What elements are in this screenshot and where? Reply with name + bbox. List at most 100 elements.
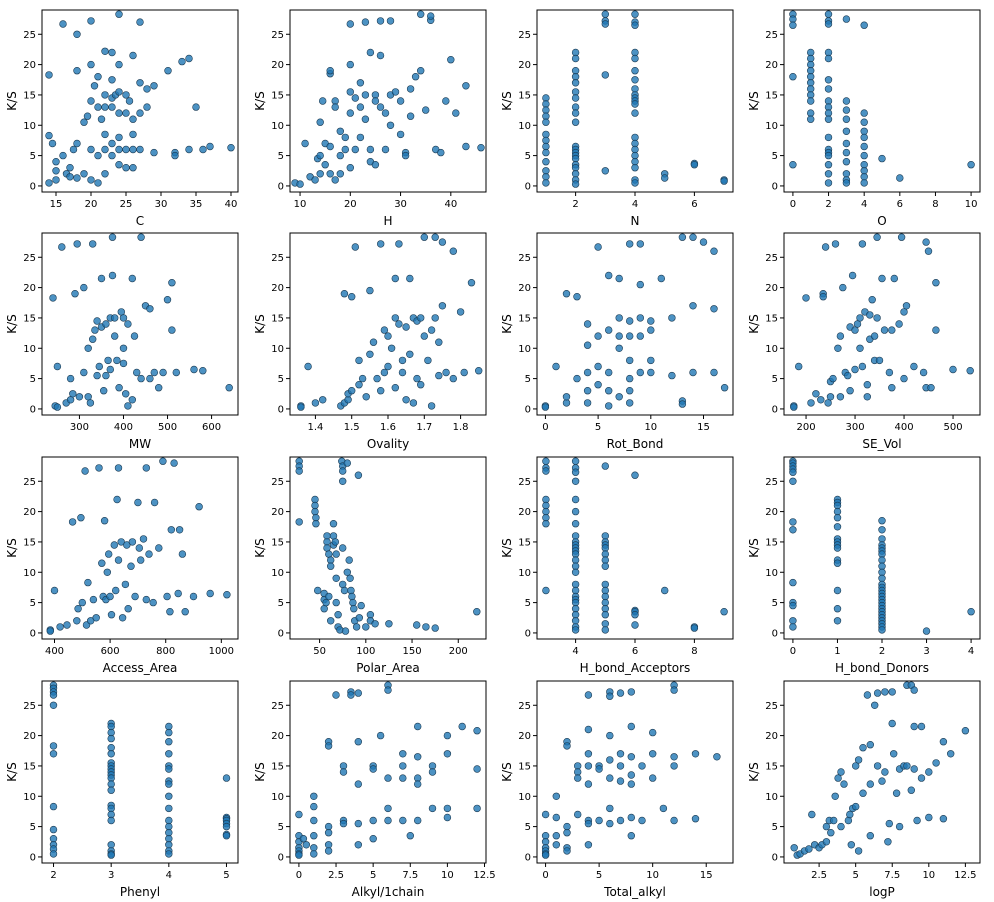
data-point <box>863 393 871 401</box>
data-point <box>829 816 838 825</box>
data-point <box>594 243 602 251</box>
data-point <box>106 592 114 601</box>
data-point <box>473 765 481 773</box>
data-point <box>888 688 896 696</box>
axes-frame <box>289 232 487 416</box>
x-tick-label: 2 <box>572 199 578 210</box>
data-point <box>896 174 904 182</box>
y-tick-label: 25 <box>518 701 531 712</box>
data-point <box>346 109 354 117</box>
data-point <box>817 396 825 404</box>
data-point <box>89 595 98 604</box>
y-tick-label: 15 <box>765 537 778 548</box>
data-point <box>134 498 142 507</box>
data-point <box>165 822 173 831</box>
data-point <box>69 145 78 154</box>
data-point <box>71 290 79 298</box>
x-tick-label: 4 <box>572 646 578 657</box>
data-point <box>903 762 911 770</box>
data-point <box>327 556 335 564</box>
data-point <box>822 838 831 846</box>
data-point <box>873 314 881 322</box>
x-axis-label: Total_alkyl <box>603 885 666 899</box>
data-point <box>414 816 422 825</box>
y-tick-label: 15 <box>23 90 36 101</box>
x-tick-label: 0 <box>790 199 796 210</box>
data-point <box>133 368 141 377</box>
x-tick-label: 800 <box>156 646 175 657</box>
y-tick-label: 5 <box>525 374 531 385</box>
y-tick-label: 10 <box>518 568 531 579</box>
data-point <box>327 562 335 570</box>
data-point <box>402 396 410 404</box>
data-point <box>369 816 377 825</box>
data-point <box>45 179 53 187</box>
data-point <box>615 332 623 340</box>
data-point <box>601 626 609 634</box>
y-axis-label: K/S <box>253 314 267 334</box>
data-point <box>710 247 718 255</box>
data-point <box>129 51 137 60</box>
data-point <box>473 607 481 616</box>
data-point <box>839 283 847 292</box>
data-point <box>94 179 102 187</box>
data-point <box>583 399 592 407</box>
data-point <box>206 142 214 151</box>
data-point <box>910 722 918 731</box>
data-point <box>647 317 655 325</box>
y-tick-label: 5 <box>772 374 778 385</box>
data-point <box>880 326 889 334</box>
data-point <box>889 750 898 758</box>
data-point <box>137 233 145 241</box>
data-point <box>462 142 470 151</box>
data-point <box>689 233 697 241</box>
data-point <box>361 18 370 26</box>
data-point <box>84 578 92 587</box>
data-point <box>924 247 933 255</box>
data-point <box>571 495 580 504</box>
data-point <box>552 362 560 371</box>
data-point <box>414 780 422 788</box>
x-tick-label: 0 <box>296 870 302 881</box>
data-point <box>346 574 354 582</box>
data-point <box>563 742 571 750</box>
axes-frame <box>536 680 734 864</box>
data-point <box>571 54 580 63</box>
data-point <box>895 822 904 831</box>
data-point <box>343 568 351 576</box>
axes-frame <box>41 9 239 193</box>
data-point <box>155 384 163 392</box>
data-point <box>66 164 74 172</box>
data-point <box>806 60 815 69</box>
data-point <box>348 387 356 395</box>
data-point <box>573 768 582 776</box>
data-point <box>165 841 173 849</box>
data-point <box>631 151 639 160</box>
data-point <box>411 72 420 81</box>
x-axis-label: MW <box>129 437 151 451</box>
data-point <box>391 88 400 96</box>
data-point <box>340 290 349 298</box>
data-point <box>107 734 115 743</box>
data-point <box>369 338 378 346</box>
data-point <box>571 610 580 619</box>
data-point <box>616 762 625 770</box>
x-tick-label: 7.5 <box>884 870 900 881</box>
data-point <box>150 82 158 90</box>
data-point <box>406 112 415 120</box>
data-point <box>101 145 109 154</box>
data-point <box>427 402 436 410</box>
data-point <box>361 91 370 99</box>
data-point <box>827 828 835 837</box>
data-point <box>563 828 571 837</box>
data-point <box>606 804 614 813</box>
data-point <box>320 604 328 613</box>
data-point <box>913 816 921 825</box>
data-point <box>627 831 635 840</box>
data-point <box>356 79 365 87</box>
data-point <box>103 568 112 576</box>
data-point <box>860 133 868 142</box>
data-point <box>104 356 112 365</box>
data-point <box>135 544 144 552</box>
data-point <box>443 813 452 822</box>
